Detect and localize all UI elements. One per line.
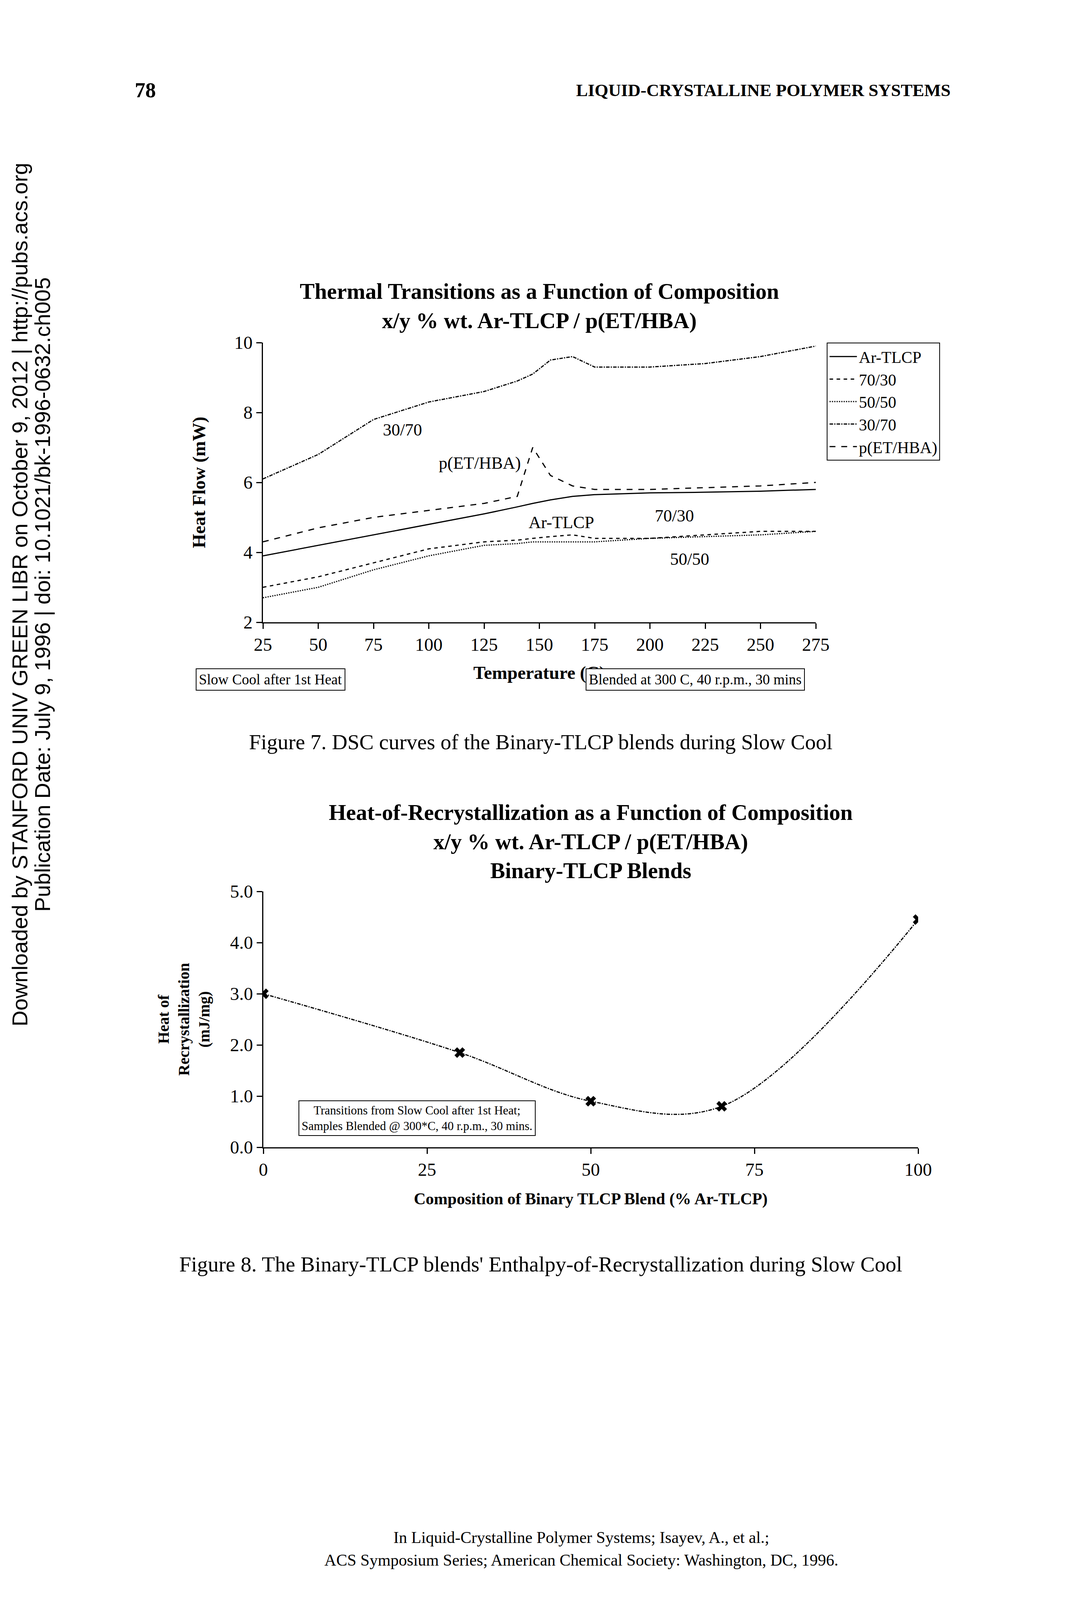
svg-text:Transitions from Slow Cool aft: Transitions from Slow Cool after 1st Hea…	[301, 1103, 533, 1134]
html-text:Figure 7. DSC curves of the Bi: Figure 7. DSC curves of the Binary-TLCP …	[248, 730, 833, 755]
svg-text:2.0: 2.0	[230, 1034, 254, 1056]
svg-text:100: 100	[904, 1159, 933, 1180]
html-text:LIQUID-CRYSTALLINE POLYMER SYS: LIQUID-CRYSTALLINE POLYMER SYSTEMS	[576, 80, 951, 101]
svg-text:30/70: 30/70	[382, 420, 422, 440]
svg-text:30/70: 30/70	[858, 416, 897, 435]
svg-text:50: 50	[309, 634, 328, 655]
svg-text:4: 4	[243, 542, 253, 563]
svg-text:175: 175	[580, 634, 609, 655]
svg-text:25: 25	[253, 634, 273, 655]
html-text:In Liquid-Crystalline Polymer: In Liquid-Crystalline Polymer Systems; I…	[393, 1528, 770, 1547]
svg-text:50: 50	[581, 1159, 601, 1180]
svg-text:200: 200	[636, 634, 664, 655]
svg-text:Thermal Transitions as a Funct: Thermal Transitions as a Function of Com…	[299, 278, 780, 333]
svg-text:Publication Date: July 9, 1996: Publication Date: July 9, 1996 | doi: 10…	[30, 277, 55, 912]
svg-text:125: 125	[470, 634, 499, 655]
svg-text:75: 75	[364, 634, 383, 655]
svg-text:Slow Cool after 1st Heat: Slow Cool after 1st Heat	[198, 671, 343, 688]
svg-text:Heat-of-Recrystallization as a: Heat-of-Recrystallization as a Function …	[328, 800, 853, 883]
svg-text:6: 6	[243, 472, 253, 493]
svg-text:75: 75	[745, 1159, 764, 1180]
svg-text:70/30: 70/30	[858, 371, 897, 390]
svg-text:10: 10	[234, 332, 253, 353]
svg-text:Heat Flow (mW): Heat Flow (mW)	[188, 416, 210, 549]
svg-text:100: 100	[414, 634, 443, 655]
svg-text:250: 250	[746, 634, 775, 655]
html-text:78: 78	[134, 78, 156, 102]
svg-text:Ar-TLCP: Ar-TLCP	[858, 348, 922, 367]
svg-text:0: 0	[258, 1159, 269, 1180]
svg-text:Blended at 300 C, 40 r.p.m., 3: Blended at 300 C, 40 r.p.m., 30 mins	[588, 671, 802, 688]
html-text:ACS Symposium Series; American: ACS Symposium Series; American Chemical …	[324, 1551, 839, 1570]
svg-text:225: 225	[691, 634, 720, 655]
svg-text:4.0: 4.0	[230, 932, 254, 953]
svg-text:50/50: 50/50	[858, 393, 897, 412]
svg-text:8: 8	[243, 402, 253, 423]
svg-text:Heat ofRecrystallization(mJ/mg: Heat ofRecrystallization(mJ/mg)	[154, 963, 213, 1076]
svg-text:0.0: 0.0	[230, 1137, 254, 1158]
svg-text:150: 150	[525, 634, 554, 655]
svg-text:1.0: 1.0	[230, 1086, 254, 1107]
svg-text:5.0: 5.0	[230, 881, 254, 902]
svg-text:p(ET/HBA): p(ET/HBA)	[438, 453, 521, 473]
svg-text:3.0: 3.0	[230, 983, 254, 1005]
svg-text:50/50: 50/50	[670, 549, 710, 569]
svg-text:Temperature (C): Temperature (C)	[473, 662, 606, 683]
svg-text:25: 25	[418, 1159, 437, 1180]
html-text:Figure 8. The Binary-TLCP blen: Figure 8. The Binary-TLCP blends' Enthal…	[179, 1252, 903, 1277]
svg-text:p(ET/HBA): p(ET/HBA)	[858, 438, 938, 458]
svg-text:Composition of Binary TLCP Ble: Composition of Binary TLCP Blend (% Ar-T…	[413, 1190, 768, 1209]
svg-text:2: 2	[243, 612, 253, 633]
svg-text:70/30: 70/30	[654, 506, 694, 526]
svg-text:Ar-TLCP: Ar-TLCP	[528, 512, 595, 533]
svg-text:275: 275	[802, 634, 830, 655]
svg-text:Downloaded by STANFORD UNIV GR: Downloaded by STANFORD UNIV GREEN LIBR o…	[7, 162, 33, 1027]
